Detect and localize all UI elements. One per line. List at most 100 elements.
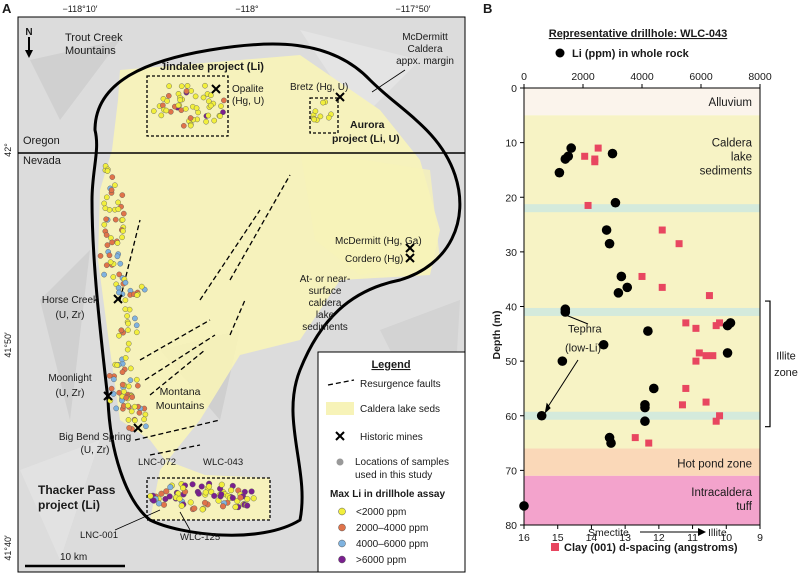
label-nevada: Nevada: [23, 155, 62, 167]
label-oregon: Oregon: [23, 135, 60, 147]
drillhole-dot: [112, 182, 118, 188]
drillhole-dot: [248, 488, 255, 495]
drillhole-dot: [166, 493, 173, 500]
drillhole-dot: [134, 292, 140, 299]
y-tick-label: 10: [505, 138, 517, 150]
drillhole-dot: [175, 102, 182, 109]
drillhole-dot: [115, 206, 122, 212]
drillhole-dot: [250, 495, 257, 502]
x-top-tick-label: 4000: [630, 71, 654, 83]
clay-point: [638, 272, 646, 280]
drillhole-dot: [232, 504, 239, 511]
clay-point: [645, 439, 653, 447]
drillhole-dot: [218, 491, 225, 498]
drillhole-dot: [198, 483, 205, 490]
legend-clay: Clay (001) d-spacing (angstroms): [564, 542, 738, 554]
tephra-arrow-head: [544, 402, 551, 414]
lat-tick-2: 41°50′: [3, 332, 13, 358]
y-axis-label: Depth (m): [491, 311, 503, 360]
drillhole-dot: [217, 113, 223, 119]
legend-samples-1: Locations of samples: [355, 457, 449, 468]
drillhole-dot: [178, 502, 185, 509]
map-legend: Legend Resurgence faults Caldera lake se…: [317, 351, 465, 572]
x-bottom-tick-label: 15: [552, 532, 564, 544]
legend-lake-seds: Caldera lake seds: [360, 404, 440, 415]
drillhole-dot: [122, 355, 129, 361]
scale-bar: 10 km: [25, 552, 125, 568]
li-point: [613, 288, 624, 298]
zone-label: lake: [731, 152, 752, 164]
li-point: [643, 326, 653, 336]
label-lnc072: LNC-072: [138, 457, 176, 468]
drillhole-dot: [138, 283, 145, 290]
li-point: [554, 167, 565, 178]
clay-point: [702, 352, 710, 360]
tephra-arrow: [545, 359, 579, 411]
legend-mines: Historic mines: [360, 432, 423, 443]
label-mcdermitt-caldera-2: Caldera: [407, 44, 442, 55]
tephra-band: [524, 204, 760, 213]
legend-samples-2: used in this study: [355, 470, 432, 481]
illite-zone-bracket: [765, 300, 771, 428]
x-bottom-tick-label: 13: [619, 532, 631, 544]
label-wlc043: WLC-043: [203, 457, 243, 468]
drillhole-dot: [113, 405, 119, 412]
label-jindalee: Jindalee project (Li): [160, 61, 264, 73]
drillhole-dot: [141, 416, 147, 423]
depth-zone: [524, 88, 760, 116]
drillhole-dot: [320, 99, 326, 106]
historic-mines: [103, 84, 415, 433]
label-moonlight-1: Moonlight: [48, 373, 92, 384]
drillhole-dot: [244, 496, 251, 503]
chart-title: Representative drillhole: WLC-043: [549, 28, 728, 40]
drillhole-dot: [179, 485, 186, 492]
drillhole-dot: [312, 108, 319, 114]
drillhole-dot: [107, 259, 114, 266]
x-top-tick-label: 0: [521, 71, 527, 83]
clay-point: [712, 322, 720, 330]
legend-title: Legend: [371, 359, 410, 371]
drillhole-dot: [133, 329, 140, 336]
clay-point: [705, 292, 713, 300]
legend-li-swatch: [338, 507, 346, 516]
drillhole-dot: [133, 322, 140, 329]
drillhole-dot: [167, 484, 174, 491]
drillhole-dot: [158, 112, 165, 119]
drillhole-dot: [191, 505, 198, 512]
drillhole-dot: [180, 123, 187, 129]
drillhole-dot: [106, 372, 113, 379]
drillhole-dot: [160, 501, 167, 508]
drillhole-dot: [311, 116, 318, 123]
legend-li-swatch: [338, 539, 346, 548]
resurgence-faults: [119, 174, 291, 456]
drillhole-dot: [124, 313, 130, 319]
label-mcdermitt-caldera-1: McDermitt: [402, 32, 448, 43]
drillhole-dot: [108, 187, 115, 193]
drillhole-dot: [228, 487, 235, 494]
zone-label: Alluvium: [709, 97, 752, 109]
legend-sample-dot: [336, 458, 344, 466]
drillhole-dot: [325, 114, 332, 121]
drillhole-dot: [103, 262, 110, 269]
drillhole-dot: [117, 260, 124, 267]
clay-point: [675, 240, 683, 248]
x-bottom-tick-label: 14: [586, 532, 598, 544]
legend-li: Li (ppm) in whole rock: [572, 48, 690, 60]
drillhole-dot: [237, 494, 244, 501]
drillhole-dot: [119, 381, 126, 388]
lon-tick-1: −118°10′: [63, 4, 98, 14]
li-point: [640, 402, 650, 413]
x-smectite-label: Smectite: [588, 527, 629, 539]
drillhole-dot: [125, 340, 132, 347]
drillhole-dot: [103, 216, 109, 222]
drillhole-dot: [195, 490, 202, 497]
panel-a-letter: A: [2, 1, 12, 16]
label-lake-seds-1: At- or near-: [300, 274, 351, 285]
drillhole-dot: [218, 481, 225, 488]
label-wlc125: WLC-125: [180, 532, 220, 543]
li-point: [601, 225, 612, 235]
drillhole-dot: [220, 109, 226, 115]
drillhole-dot: [207, 102, 214, 109]
label-horse-creek-2: (U, Zr): [56, 310, 85, 321]
label-trout-creek-2: Mountains: [65, 45, 116, 57]
